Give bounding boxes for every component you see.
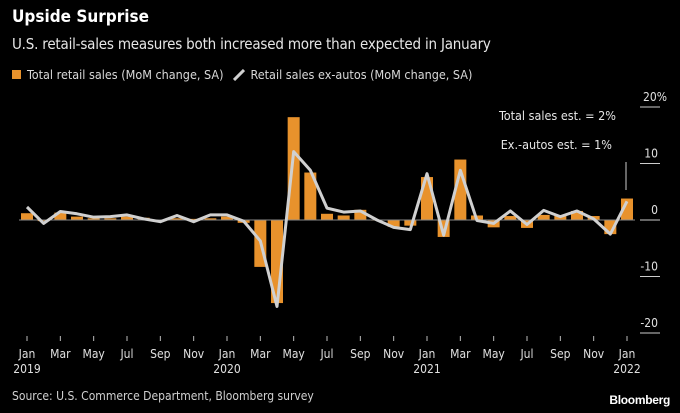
total-sales-bar xyxy=(71,216,83,220)
x-year-label: 2020 xyxy=(213,362,241,376)
legend-bar-swatch-icon xyxy=(12,70,21,79)
legend-line-entry: Retail sales ex-autos (MoM change, SA) xyxy=(233,67,472,82)
total-sales-bar xyxy=(221,216,233,220)
x-tick-label: Jan xyxy=(618,347,636,361)
total-sales-bar xyxy=(354,209,367,220)
x-tick-label: May xyxy=(483,347,506,361)
x-tick-label: May xyxy=(83,347,106,361)
x-tick-label: Sep xyxy=(550,347,571,361)
x-year-label: 2021 xyxy=(413,362,440,376)
y-tick-label: 10 xyxy=(644,147,658,161)
total-sales-bar xyxy=(571,210,583,220)
x-tick-label: Jul xyxy=(319,347,333,361)
ex-autos-line xyxy=(25,150,629,308)
y-tick-label: 20% xyxy=(643,90,667,104)
chart-subtitle: U.S. retail-sales measures both increase… xyxy=(12,35,491,53)
bloomberg-logo: Bloomberg xyxy=(609,393,670,407)
exautos-estimate-annotation: Ex.-autos est. = 1% xyxy=(501,137,613,152)
total-sales-bar xyxy=(621,198,633,220)
total-sales-bar xyxy=(21,213,33,220)
x-tick-label: Mar xyxy=(50,347,71,361)
total-sales-bar xyxy=(121,216,133,220)
total-sales-bar xyxy=(171,218,183,220)
total-sales-bar xyxy=(104,218,117,220)
x-tick-label: May xyxy=(283,347,306,361)
source-note: Source: U.S. Commerce Department, Bloomb… xyxy=(12,389,314,403)
x-year-label: 2019 xyxy=(13,362,41,376)
x-tick-label: Mar xyxy=(450,347,471,361)
x-tick-label: Jul xyxy=(119,347,133,361)
x-tick-label: Sep xyxy=(350,347,371,361)
x-year-label: 2022 xyxy=(613,362,640,376)
total-sales-bar xyxy=(337,215,350,220)
x-tick-label: Jan xyxy=(418,347,436,361)
total-sales-bar xyxy=(187,218,200,220)
x-tick-label: Nov xyxy=(183,347,205,361)
total-sales-bar xyxy=(387,220,400,227)
total-sales-bar xyxy=(321,213,333,220)
total-sales-bar xyxy=(537,214,550,220)
legend: Total retail sales (MoM change, SA) Reta… xyxy=(12,67,472,82)
total-sales-bar xyxy=(504,216,517,220)
x-tick-label: Mar xyxy=(250,347,271,361)
x-tick-label: Jul xyxy=(519,347,533,361)
total-sales-bar xyxy=(37,220,50,222)
y-tick-label: -20 xyxy=(640,316,658,330)
y-tick-label: 0 xyxy=(651,203,658,217)
x-tick-label: Sep xyxy=(150,347,171,361)
total-sales-bar xyxy=(204,218,217,220)
x-tick-label: Nov xyxy=(383,347,405,361)
y-tick-label: -10 xyxy=(640,260,658,274)
total-estimate-annotation: Total sales est. = 2% xyxy=(498,108,616,123)
total-sales-bar xyxy=(404,220,417,226)
total-sales-bar xyxy=(287,117,300,220)
x-tick-label: Jan xyxy=(18,347,36,361)
legend-line-swatch-icon xyxy=(233,68,246,81)
chart-title: Upside Surprise xyxy=(12,7,150,27)
total-sales-bar xyxy=(87,218,100,220)
x-tick-label: Jan xyxy=(218,347,236,361)
total-sales-bar xyxy=(54,212,67,220)
x-tick-label: Nov xyxy=(583,347,605,361)
legend-total-label: Total retail sales (MoM change, SA) xyxy=(27,67,224,82)
total-sales-bar xyxy=(304,172,317,220)
legend-exautos-label: Retail sales ex-autos (MoM change, SA) xyxy=(250,67,473,82)
